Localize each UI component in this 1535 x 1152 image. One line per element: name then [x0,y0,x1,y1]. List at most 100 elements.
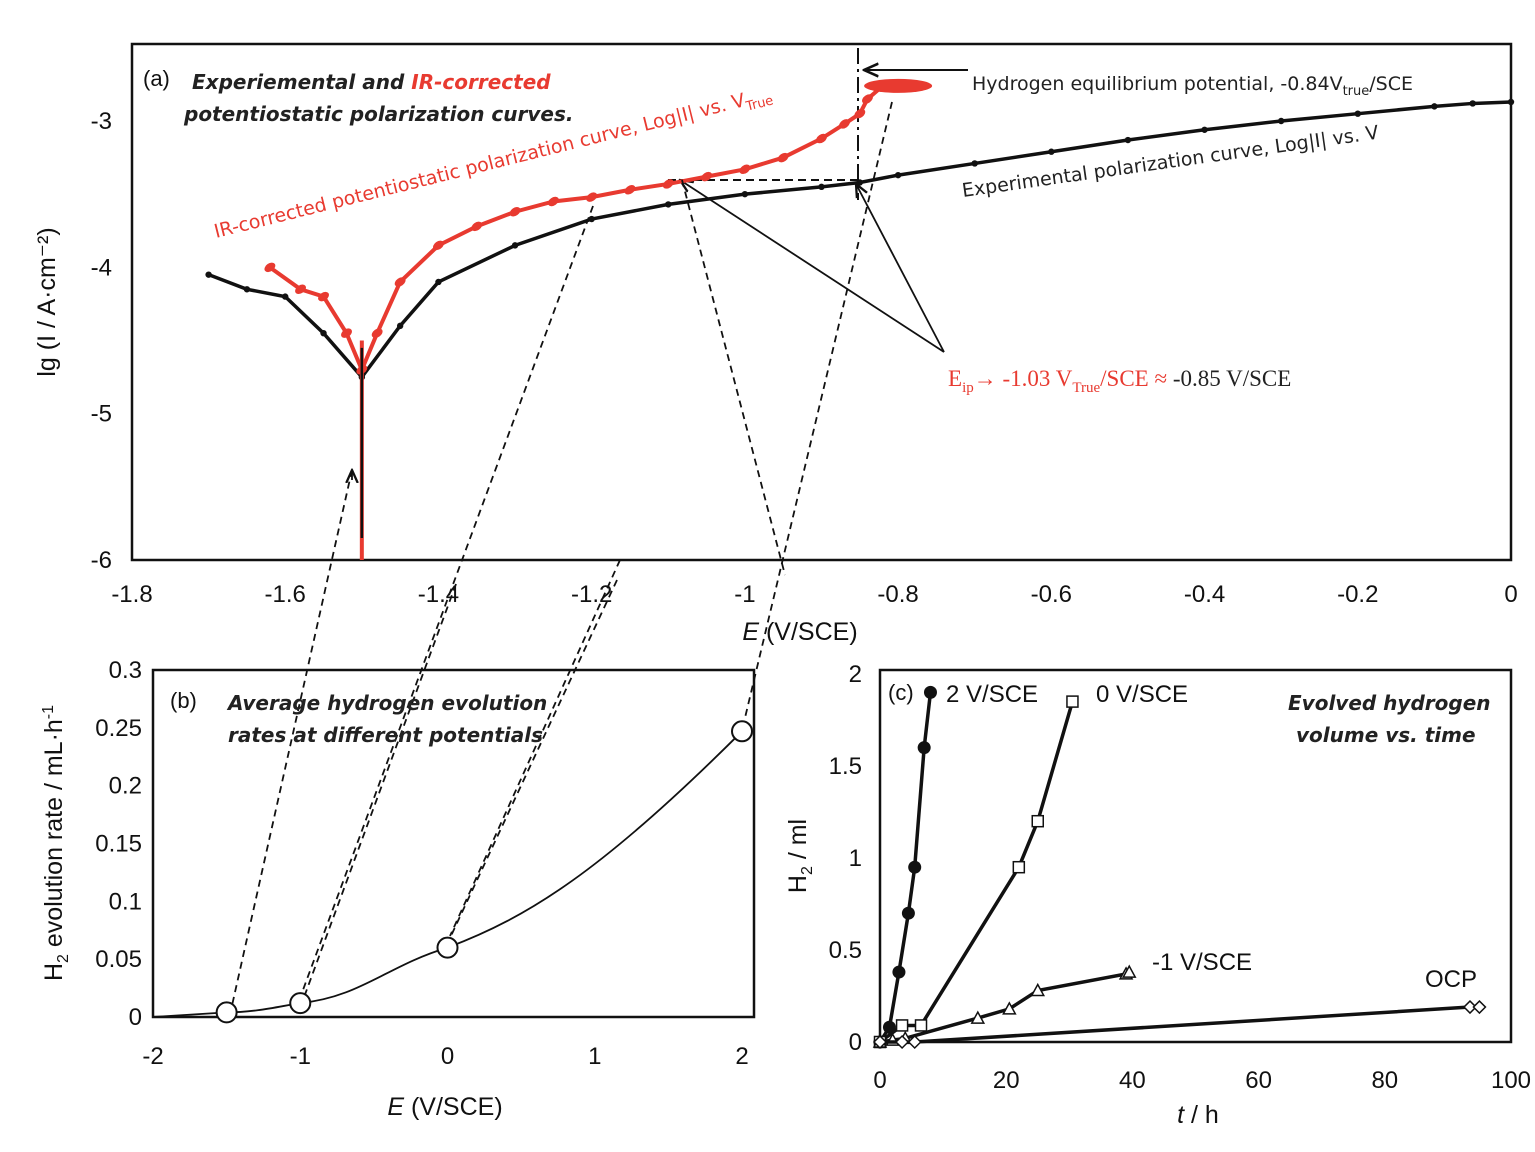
panel-c-y-tick-label: 2 [849,661,862,688]
volume-point-open-triangle [1030,982,1046,997]
volume-series-label: -1 V/SCE [1152,949,1252,976]
cross-panel-dashed-link [743,101,893,723]
corrected-data-point [371,328,383,338]
rate-data-point [215,1001,238,1024]
panel-c-x-tick-label: 0 [873,1067,886,1094]
panel-c-x-tick-label: 100 [1491,1067,1531,1094]
experimental-data-point [1048,148,1055,155]
panel-c-note-line2: volume vs. time [1296,723,1476,747]
panel-a-polarization-chart: -1.8 -1.6 -1.4 -1.2 -1 -0.8 -0.6 -0.4 -0.2 0 -6-5… [33,42,1518,646]
panel-b-note-line2: rates at different potentials [228,723,543,747]
panel-c-label: (c) [888,680,914,705]
corrected-data-point [662,179,674,189]
panel-c-y-tick-label: 0.5 [829,937,862,964]
panel-c-x-tick-label: 40 [1119,1067,1146,1094]
panel-a-y-tick-label: -6 [91,547,112,574]
volume-series-label: 2 V/SCE [946,681,1038,708]
panel-b-y-tick-label: 0.25 [95,715,142,742]
panel-c-note-line1: Evolved hydrogen [1288,691,1491,715]
volume-series-line [880,1005,1480,1044]
panel-a-x-tick-label: -1.8 [111,581,152,608]
volume-point-open-triangle [1002,1001,1017,1015]
panel-a-x-tick-labels: -1.8 -1.6 -1.4 -1.2 -1 -0.8 -0.6 -0.4 -0.2 0 [111,581,1517,608]
volume-point-open-diamond [872,1034,888,1050]
panel-a-y-axis-label: lg (I / A·cm⁻²) [33,227,61,376]
panel-b-series [152,720,753,1024]
corrected-data-point [264,262,276,273]
corrected-data-point [547,196,559,207]
panel-c-y-tick-labels: 0 0.5 1 1.5 2 [829,661,862,1056]
volume-series-label: 0 V/SCE [1096,681,1188,708]
panel-b-x-tick-labels: -2 -1 0 1 2 [142,1043,748,1070]
panel-b-label: (b) [170,688,197,713]
panel-b-rate-chart: -2 -1 0 1 2 0 0.05 0.1 0.15 0.2 0.25 0.3 (b) Avera… [40,657,756,1121]
volume-point-open-square [895,1019,909,1032]
panel-a-x-tick-label: 0 [1504,581,1517,608]
experimental-data-point [396,322,404,330]
corrected-data-point [394,277,406,287]
panel-b-x-tick-label: 1 [588,1043,601,1070]
panel-b-y-axis-label: H2 evolution rate / mL·h-1 [40,705,72,981]
panel-b-x-tick-label: -2 [142,1043,163,1070]
experimental-data-point [818,183,825,191]
panel-c-y-axis-label: H2 / ml [784,819,816,893]
cross-panel-dashed-link [230,469,353,1011]
panel-b-y-tick-label: 0.1 [109,888,142,915]
corrected-data-point [816,133,827,144]
panel-c-x-tick-label: 60 [1245,1067,1272,1094]
panel-b-plot-frame [151,668,756,1019]
panel-b-y-tick-labels: 0 0.05 0.1 0.15 0.2 0.25 0.3 [95,657,142,1031]
experimental-data-point [1431,103,1438,110]
panel-c-volume-chart: 0 20 40 60 80 100 0 0.5 1 1.5 2 (c) Evolved hydro… [784,661,1531,1129]
panel-a-plot-frame [130,42,1513,562]
experimental-data-point [894,171,902,179]
corrected-data-point [701,171,713,182]
panel-b-note-line1: Average hydrogen evolution [226,691,547,715]
experimental-data-point [1124,136,1132,144]
volume-point-filled-circle [923,685,937,699]
panel-c-plot-frame [878,668,1513,1044]
volume-point-open-square [914,1019,928,1032]
panel-a-x-tick-label: -1.4 [418,581,459,608]
cross-panel-dashed-link [302,583,457,1001]
panel-a-x-tick-label: -1 [734,581,755,608]
panel-c-series: 2 V/SCE 0 V/SCE -1 V/SCE OCP [872,681,1487,1050]
panel-a-x-tick-label: -0.4 [1184,581,1225,608]
corrected-end-cluster [864,78,933,93]
experimental-data-point [243,286,251,293]
panel-c-y-tick-label: 1.5 [829,753,862,780]
panel-c-y-tick-label: 0 [849,1029,862,1056]
corrected-data-point [318,291,329,302]
corrected-data-point [471,221,483,232]
experimental-data-point [1277,117,1285,125]
cross-panel-dashed-link [681,179,786,576]
volume-point-open-diamond [907,1034,922,1050]
panel-b-y-tick-label: 0.05 [95,946,142,973]
panel-b-y-tick-label: 0.15 [95,831,142,858]
corrected-data-point [509,206,521,217]
panel-b-x-tick-label: -1 [290,1043,311,1070]
experimental-data-point [665,201,672,208]
corrected-data-point [777,152,789,163]
rate-data-point [731,720,753,743]
corrected-data-point [854,108,866,119]
panel-a-x-tick-label: -0.6 [1031,581,1072,608]
corrected-data-point [586,192,598,202]
cross-panel-links [230,101,893,1011]
volume-point-open-square [1066,695,1079,708]
volume-point-open-diamond [1462,999,1478,1015]
experimental-data-point [1201,126,1208,133]
eip-arrow-to-corrected [680,180,945,353]
experimental-data-point [435,278,442,286]
panel-a-x-tick-label: -1.6 [265,581,306,608]
panel-a-title-line2: potentiostatic polarization curves. [183,102,573,126]
cross-panel-dashed-link [299,205,594,999]
panel-b-y-tick-label: 0 [129,1004,142,1031]
panel-b-y-tick-label: 0.3 [109,657,142,684]
rate-data-point [436,936,459,959]
volume-point-filled-circle [901,906,915,920]
experimental-data-point [741,190,749,198]
corrected-data-point [341,328,352,338]
corrected-data-point [862,94,873,104]
